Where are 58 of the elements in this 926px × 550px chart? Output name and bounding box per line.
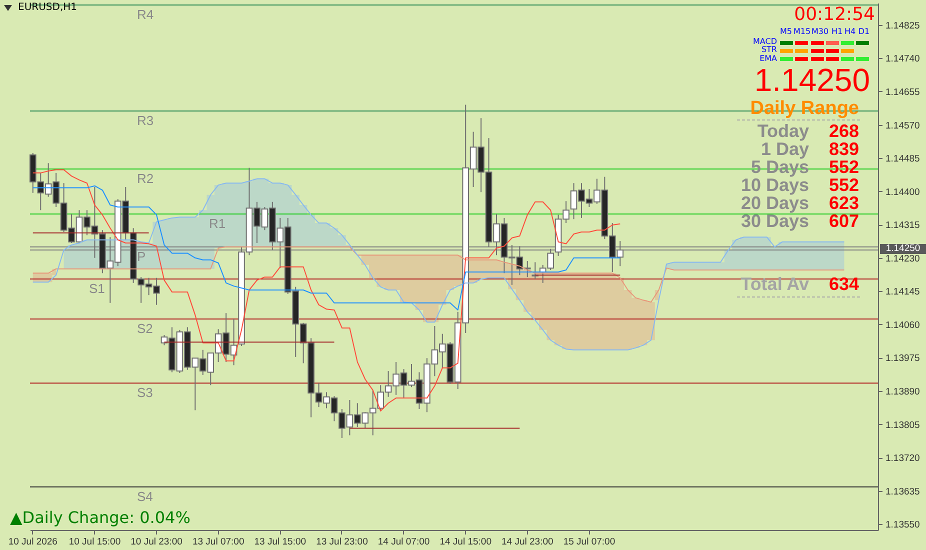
ref-line-label: R3 [137,113,154,128]
annotation: Total Av [740,274,809,294]
x-tick-label: 13 Jul 23:00 [316,536,368,548]
x-tick-label: 14 Jul 15:00 [440,536,492,548]
x-tick-label: 14 Jul 23:00 [502,536,554,548]
ref-line-label: P [137,248,146,264]
annotation: 268 [828,121,859,141]
annotation: H4 [844,27,856,36]
y-tick-label: 1.14740 [886,54,920,65]
ref-line-label: R4 [137,6,154,22]
y-tick-label: 1.13975 [886,353,920,364]
annotation: 1.14250 [754,62,870,98]
ref-line-label: S1 [89,281,105,296]
y-tick-label: 1.14230 [886,253,920,264]
y-tick-label: 1.14485 [886,154,920,165]
x-tick-label: 14 Jul 07:00 [378,536,430,548]
y-tick-label: 1.13550 [886,520,920,531]
annotation: M15 [793,27,811,36]
ref-line-label: R2 [137,171,154,186]
ref-line-label: S3 [137,385,153,400]
annotation: M30 [811,27,829,36]
y-tick-label: 1.13635 [886,486,920,498]
y-tick-label: 1.14145 [886,286,920,298]
x-tick-label: 13 Jul 15:00 [254,536,306,548]
y-tick-label: 1.14570 [886,120,920,132]
y-tick-label: 1.13890 [886,386,920,398]
y-tick-label: 1.14400 [886,186,920,198]
annotation: Today [757,121,809,141]
text: 1.14250 [880,243,926,254]
annotation: 00:12:54 [794,4,875,25]
annotation: 634 [828,274,859,294]
annotation: H1 [831,27,843,36]
candlestick [532,262,539,280]
y-tick-label: 1.13805 [886,420,920,431]
annotation: STR [761,45,777,54]
ref-line-label: S4 [137,488,153,504]
annotation: M5 [780,27,792,36]
x-tick-label: 10 Jul 23:00 [130,536,182,548]
annotation: EURUSD,H1 [18,2,78,13]
annotation: 623 [828,193,859,213]
annotation: MACD [753,37,777,46]
annotation: 552 [828,175,859,195]
annotation: EMA [760,54,777,63]
x-tick-label: 10 Jul 2026 [8,536,58,548]
annotation: 839 [828,139,859,159]
annotation: D1 [858,27,870,36]
y-tick-label: 1.14060 [886,320,920,331]
y-tick-label: 1.14315 [886,220,920,232]
y-tick-label: 1.14825 [886,20,920,32]
ref-line-label: R1 [209,216,226,232]
ref-line-label: S2 [137,320,153,336]
y-tick-label: 1.14655 [886,86,920,98]
x-tick-label: 13 Jul 07:00 [192,536,244,548]
x-tick-label: 15 Jul 07:00 [563,536,616,548]
x-tick-label: 10 Jul 15:00 [68,536,121,548]
annotation: 607 [828,211,859,231]
y-tick-label: 1.13720 [886,453,920,464]
annotation: ▲Daily Change: 0.04% [10,508,190,527]
